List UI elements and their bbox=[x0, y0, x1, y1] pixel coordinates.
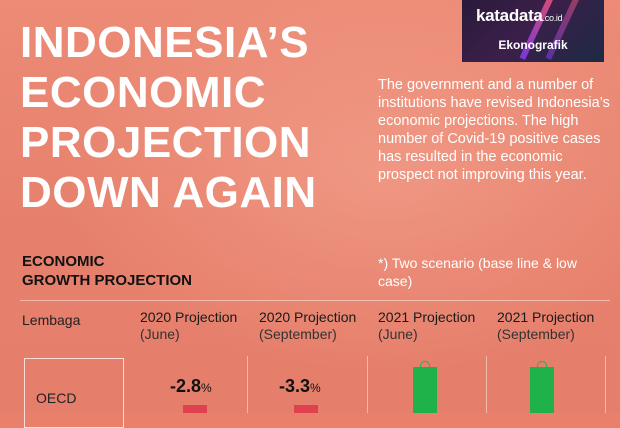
headline: INDONESIA’S ECONOMIC PROJECTION DOWN AGA… bbox=[20, 18, 370, 218]
column-header-sub: (September) bbox=[259, 326, 337, 342]
headline-line: INDONESIA’S bbox=[20, 18, 310, 67]
column-header-2021-june: 2021 Projection (June) bbox=[378, 309, 475, 343]
logo-section: Ekonografik bbox=[498, 38, 568, 52]
bar-2020-june bbox=[183, 405, 207, 413]
bar-2020-september bbox=[294, 405, 318, 413]
column-header-sub: (June) bbox=[378, 326, 418, 342]
column-header-2020-september: 2020 Projection (September) bbox=[259, 309, 356, 343]
column-header-sub: (June) bbox=[140, 326, 180, 342]
headline-line: PROJECTION bbox=[20, 118, 312, 167]
column-header-sub: (September) bbox=[497, 326, 575, 342]
column-header-2021-september: 2021 Projection (September) bbox=[497, 309, 594, 343]
value-2020-september: -3.3% bbox=[279, 376, 321, 397]
divider bbox=[20, 300, 610, 301]
bar-cap-2021-september bbox=[537, 361, 547, 367]
logo-name: katadata bbox=[476, 6, 543, 25]
column-header-2020-june: 2020 Projection (June) bbox=[140, 309, 237, 343]
row-label-oecd: OECD bbox=[36, 390, 77, 406]
logo-domain: .co.id bbox=[542, 13, 563, 23]
value-unit: % bbox=[310, 381, 321, 395]
katadata-logo: katadata.co.id Ekonografik bbox=[462, 0, 604, 62]
value-number: -3.3 bbox=[279, 376, 311, 396]
chart-title-line: GROWTH PROJECTION bbox=[22, 272, 193, 289]
column-separator bbox=[486, 356, 487, 413]
value-2020-june: -2.8% bbox=[170, 376, 212, 397]
chart-title-line: ECONOMIC bbox=[22, 253, 105, 270]
column-separator bbox=[605, 356, 606, 413]
bar-2021-june bbox=[413, 367, 437, 413]
background bbox=[0, 0, 620, 413]
value-unit: % bbox=[201, 381, 212, 395]
headline-line: DOWN AGAIN bbox=[20, 168, 317, 217]
column-separator bbox=[247, 356, 248, 413]
logo-wordmark: katadata.co.id bbox=[476, 6, 563, 26]
bar-cap-2021-june bbox=[420, 361, 430, 367]
column-header-label: 2021 Projection bbox=[378, 309, 476, 325]
bar-2021-september bbox=[530, 367, 554, 413]
column-header-label: 2020 Projection bbox=[259, 309, 357, 325]
column-separator bbox=[367, 356, 368, 413]
headline-line: ECONOMIC bbox=[20, 68, 266, 117]
row-header: Lembaga bbox=[22, 312, 81, 328]
value-number: -2.8 bbox=[170, 376, 202, 396]
scenario-note: *) Two scenario (base line & low case) bbox=[378, 255, 577, 289]
column-header-label: 2020 Projection bbox=[140, 309, 238, 325]
column-header-label: 2021 Projection bbox=[497, 309, 595, 325]
description: The government and a number of instituti… bbox=[378, 77, 610, 183]
chart-title: ECONOMIC GROWTH PROJECTION bbox=[22, 252, 192, 290]
